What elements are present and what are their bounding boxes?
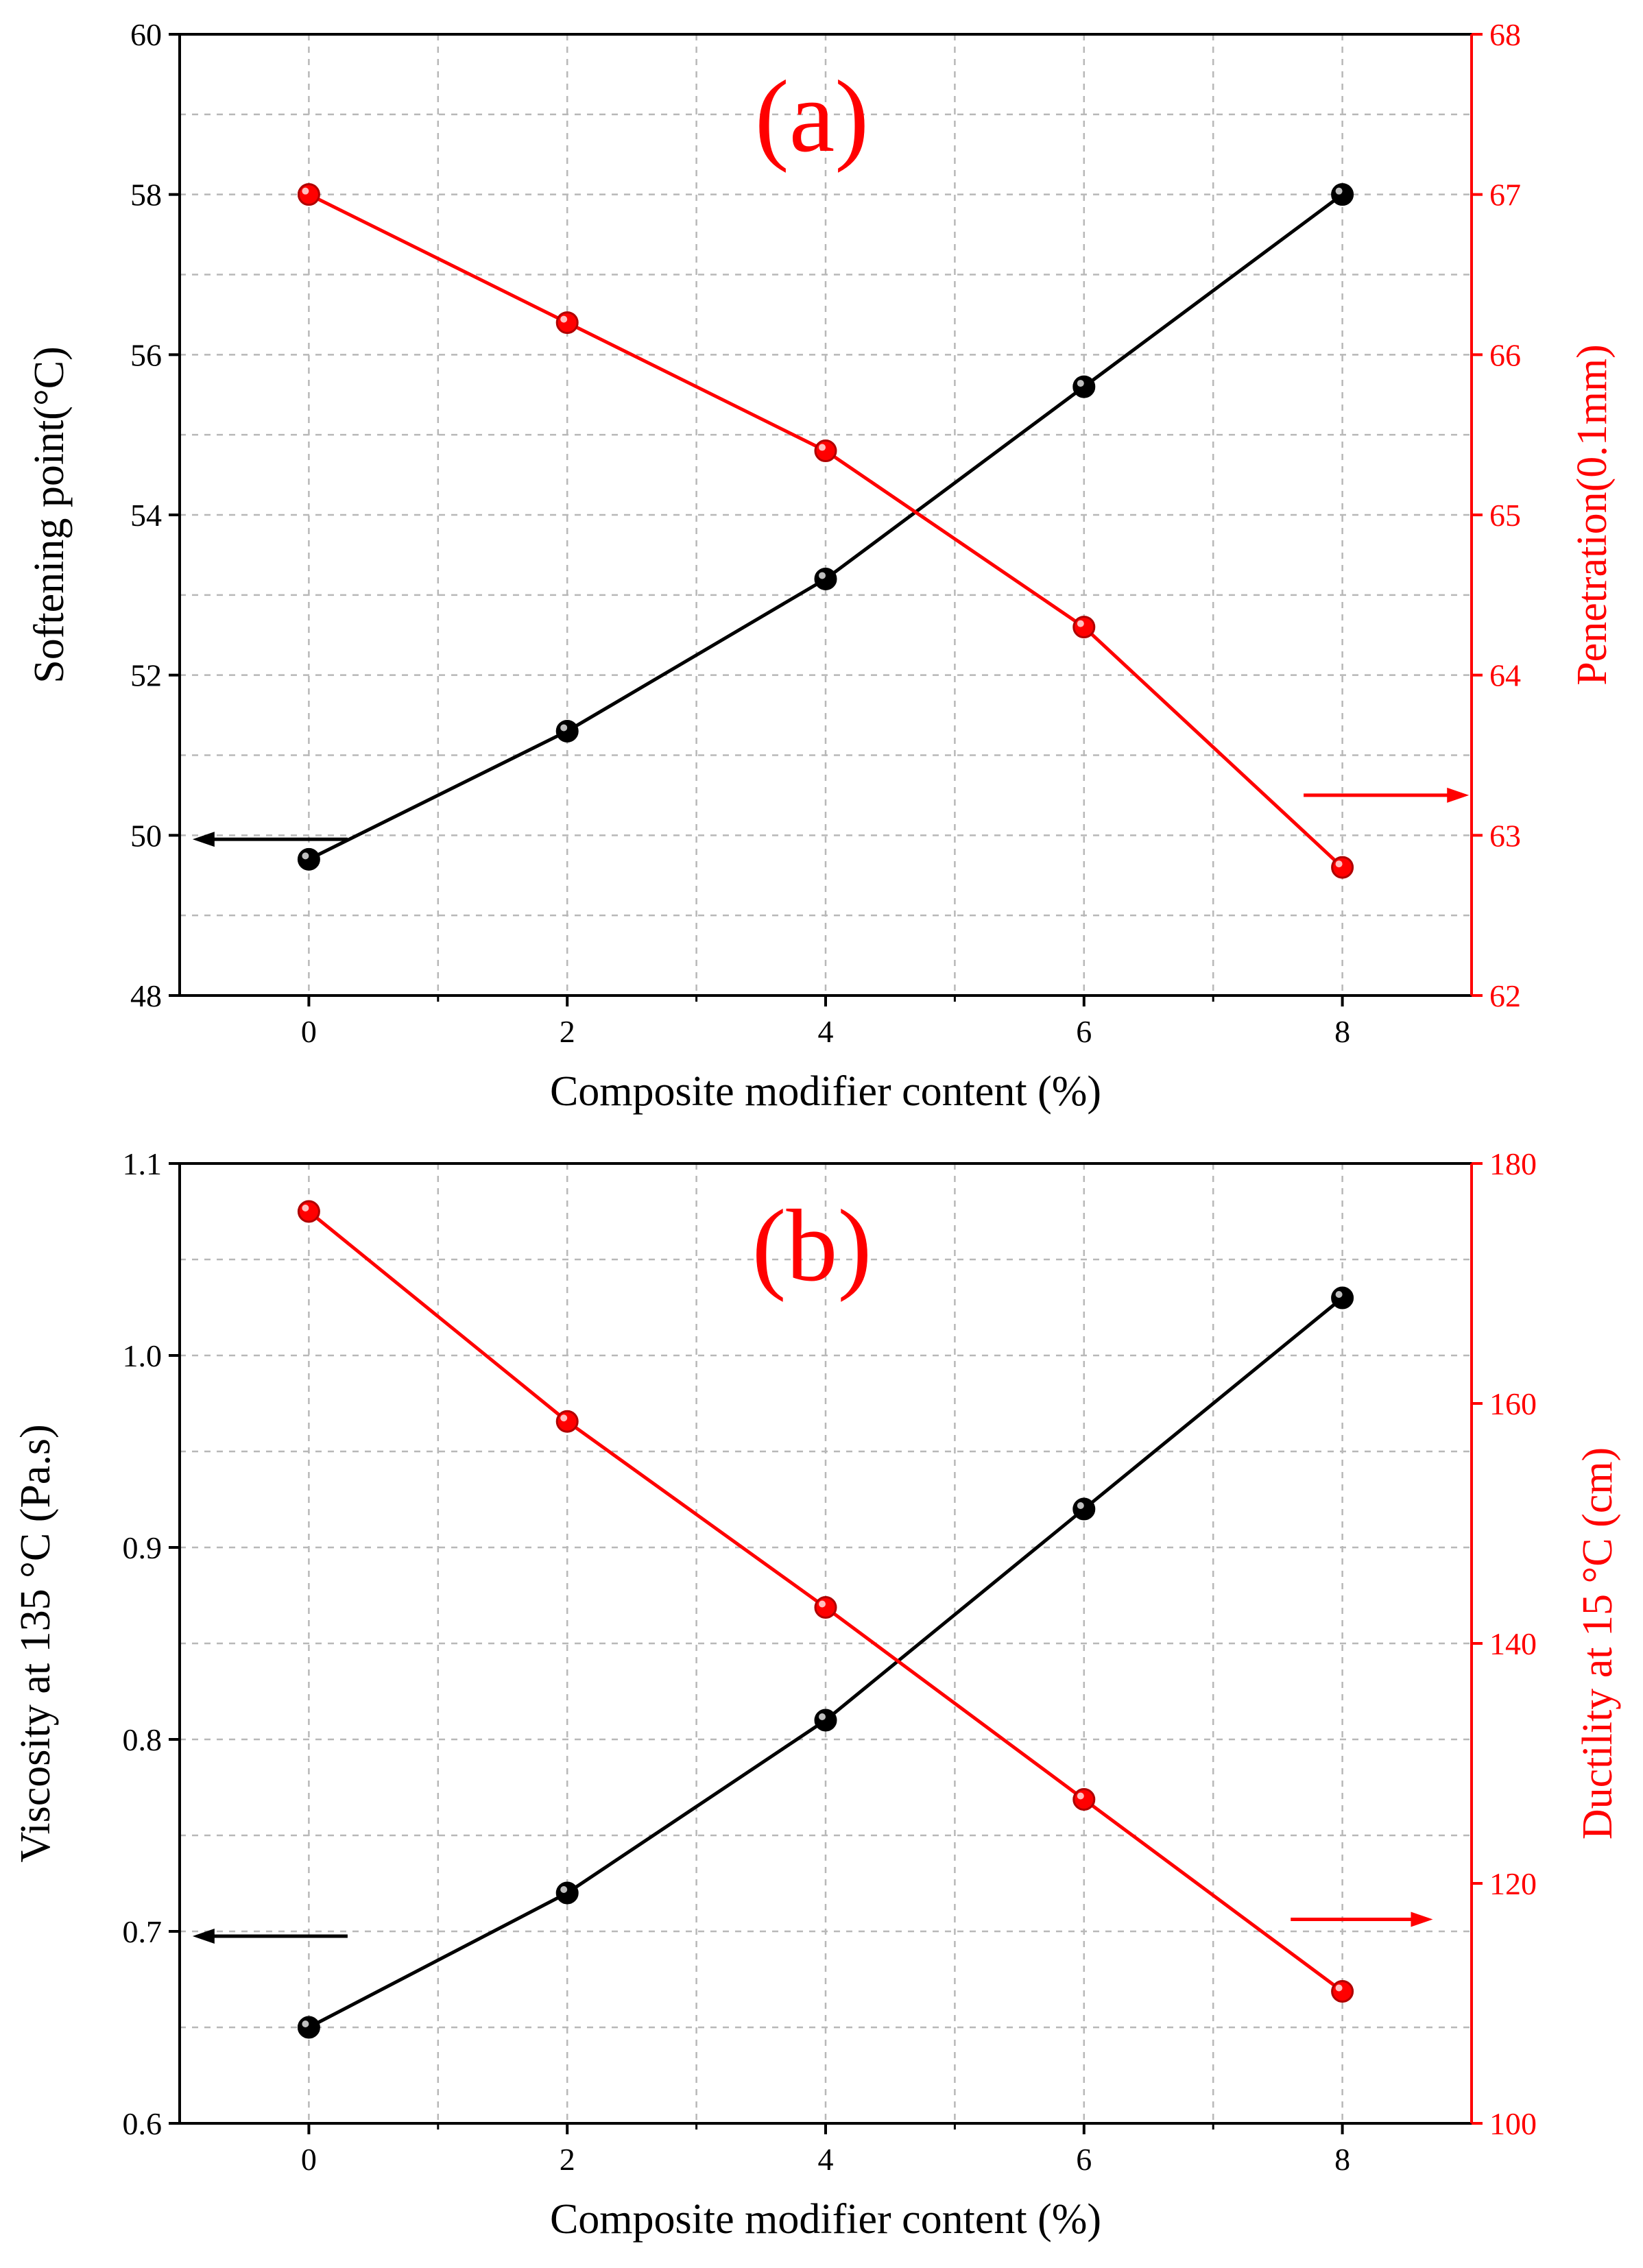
right-y-axis-title: Penetration(0.1mm)	[1569, 344, 1616, 686]
data-point	[1331, 183, 1354, 206]
left-y-tick-label: 1.1	[123, 1146, 163, 1181]
data-point	[814, 567, 837, 590]
data-point	[1331, 1980, 1354, 2003]
data-point-highlight	[1335, 1291, 1343, 1298]
gridlines	[180, 1163, 1472, 2123]
left-y-tick-label: 54	[130, 498, 162, 533]
data-point-highlight	[819, 572, 826, 579]
panel-b: 0 2 4 6 8 0.6 0.7 0.8 0.9 1.0 1.1 100 120 140 160 180 Co…	[12, 1146, 1621, 2243]
right-y-tick-label: 64	[1489, 658, 1521, 693]
left-y-tick-label: 0.9	[123, 1530, 163, 1565]
data-point-highlight	[302, 187, 309, 195]
data-point-highlight	[819, 1713, 826, 1720]
data-point	[814, 1709, 837, 1732]
right-y-tick-label: 63	[1489, 818, 1521, 853]
right-y-tick-label: 65	[1489, 498, 1521, 533]
x-axis-title: Composite modifier content (%)	[550, 2196, 1101, 2243]
right-y-tick-label: 100	[1489, 2106, 1537, 2141]
right-axis-arrow-head	[1411, 1911, 1433, 1927]
left-y-tick-label: 0.7	[123, 1914, 163, 1949]
left-y-tick-label: 48	[130, 978, 162, 1013]
panel-label: (a)	[755, 60, 869, 173]
left-y-tick-label: 0.6	[123, 2106, 163, 2141]
data-point-highlight	[1077, 380, 1084, 387]
data-point	[1072, 1788, 1096, 1811]
data-point-highlight	[560, 724, 568, 732]
data-point-highlight	[1335, 187, 1343, 195]
left-y-axis-title: Softening point(°C)	[26, 346, 73, 684]
data-point-highlight	[1077, 1502, 1084, 1509]
right-y-tick-label: 160	[1489, 1386, 1537, 1421]
data-point-highlight	[1077, 1792, 1084, 1800]
right-y-tick-label: 62	[1489, 978, 1521, 1013]
x-tick-label: 4	[818, 2142, 834, 2177]
right-y-tick-label: 140	[1489, 1626, 1537, 1661]
right-axis-arrow-head	[1447, 787, 1470, 803]
right-y-tick-label: 66	[1489, 337, 1521, 372]
data-point	[814, 1596, 837, 1619]
left-y-tick-label: 56	[130, 337, 162, 372]
left-y-tick-label: 0.8	[123, 1722, 163, 1757]
gridlines	[180, 34, 1472, 996]
x-tick-label: 6	[1076, 1014, 1092, 1049]
data-point	[555, 1881, 579, 1905]
left-axis-arrow-head	[192, 1929, 215, 1944]
left-y-tick-label: 52	[130, 658, 162, 693]
data-point	[1072, 1497, 1096, 1521]
panel-label: (b)	[752, 1189, 872, 1303]
data-point	[555, 719, 579, 743]
left-axis-arrow-head	[192, 832, 215, 847]
data-point	[297, 2016, 320, 2039]
x-tick-label: 0	[301, 1014, 317, 1049]
right-y-tick-label: 68	[1489, 17, 1521, 52]
x-tick-label: 0	[301, 2142, 317, 2177]
x-tick-label: 4	[818, 1014, 834, 1049]
data-point	[1331, 856, 1354, 879]
left-y-tick-label: 58	[130, 178, 162, 213]
x-tick-label: 6	[1076, 2142, 1092, 2177]
data-point	[1331, 1286, 1354, 1310]
x-tick-label: 8	[1334, 1014, 1350, 1049]
data-point	[1072, 375, 1096, 398]
data-point	[297, 183, 320, 206]
data-point-highlight	[1335, 860, 1343, 868]
data-point	[297, 1200, 320, 1223]
data-point	[555, 311, 579, 335]
data-point-highlight	[1077, 620, 1084, 627]
data-point-highlight	[302, 1205, 309, 1211]
data-point-highlight	[1335, 1984, 1343, 1992]
x-tick-label: 2	[560, 1014, 575, 1049]
x-tick-label: 8	[1334, 2142, 1350, 2177]
left-y-tick-label: 1.0	[123, 1338, 163, 1373]
left-y-axis-title: Viscosity at 135 °C (Pa.s)	[12, 1424, 59, 1862]
right-y-tick-label: 180	[1489, 1146, 1537, 1181]
left-y-tick-label: 60	[130, 17, 162, 52]
data-point-highlight	[560, 315, 568, 323]
x-tick-label: 2	[560, 2142, 575, 2177]
right-y-tick-label: 120	[1489, 1866, 1537, 1901]
left-y-tick-label: 50	[130, 818, 162, 853]
data-point	[1072, 616, 1096, 639]
right-y-axis-title: Ductility at 15 °C (cm)	[1574, 1447, 1621, 1839]
right-y-tick-label: 67	[1489, 178, 1521, 213]
data-point	[297, 847, 320, 871]
data-point-highlight	[560, 1886, 568, 1893]
data-point-highlight	[819, 1600, 826, 1608]
x-axis-title: Composite modifier content (%)	[550, 1068, 1101, 1115]
data-point-highlight	[302, 852, 309, 860]
data-point-highlight	[302, 2020, 309, 2027]
data-point-highlight	[560, 1414, 568, 1422]
panel-a: 0 2 4 6 84850525456586062636465666768Composi…	[26, 17, 1616, 1115]
data-point-highlight	[819, 444, 826, 451]
data-point	[555, 1410, 579, 1433]
data-point	[814, 439, 837, 463]
